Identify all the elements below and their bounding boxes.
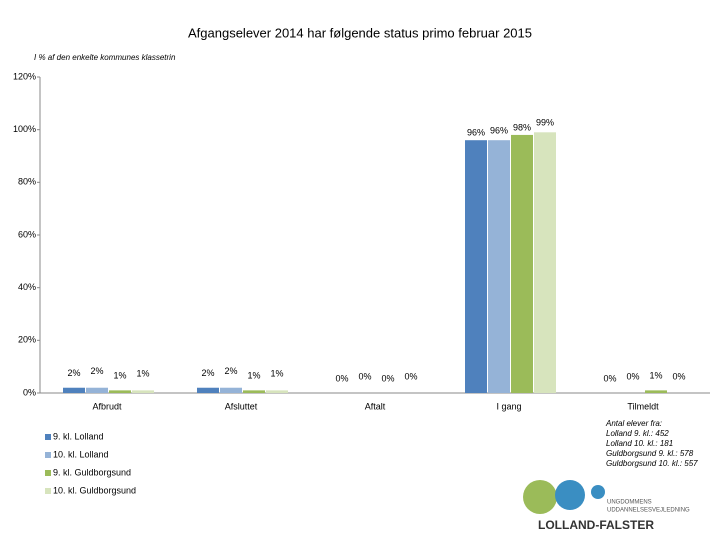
legend-swatch — [45, 470, 51, 476]
bar — [465, 140, 487, 393]
value-label: 1% — [247, 371, 260, 381]
value-label: 1% — [136, 369, 149, 379]
bar — [220, 387, 242, 393]
y-tick-label: 20% — [18, 335, 36, 345]
legend-swatch — [45, 452, 51, 458]
x-tick-label: Tilmeldt — [627, 401, 659, 411]
logo: UNGDOMMENS UDDANNELSESVEJLEDNING LOLLAND… — [523, 480, 690, 532]
bar — [511, 134, 533, 393]
logo-text: UDDANNELSESVEJLEDNING — [607, 508, 690, 514]
value-label: 96% — [467, 128, 485, 138]
logo-text: UNGDOMMENS — [607, 500, 652, 506]
value-label: 1% — [649, 371, 662, 381]
legend-label: 10. kl. Lolland — [53, 449, 109, 459]
chart-title: Afgangselever 2014 har følgende status p… — [188, 25, 532, 40]
value-label: 2% — [67, 368, 80, 378]
bar — [197, 387, 219, 393]
y-tick-label: 0% — [23, 387, 36, 397]
logo-circle — [591, 485, 605, 499]
legend-swatch — [45, 488, 51, 494]
annotation: Lolland 9. kl.: 452 — [606, 429, 669, 438]
value-label: 2% — [201, 368, 214, 378]
annotation: Antal elever fra: — [605, 419, 662, 428]
y-tick-label: 40% — [18, 282, 36, 292]
value-label: 99% — [536, 118, 554, 128]
value-label: 96% — [490, 126, 508, 136]
y-tick-label: 60% — [18, 229, 36, 239]
bar — [86, 387, 108, 393]
annotation: Guldborgsund 10. kl.: 557 — [606, 459, 698, 468]
value-label: 1% — [270, 369, 283, 379]
chart-subtitle: I % af den enkelte kommunes klassetrin — [34, 53, 176, 62]
logo-circle — [523, 480, 557, 514]
value-label: 0% — [358, 371, 371, 381]
bar — [534, 132, 556, 394]
value-label: 0% — [404, 371, 417, 381]
value-label: 1% — [113, 371, 126, 381]
value-label: 0% — [626, 371, 639, 381]
bar — [645, 390, 667, 393]
bar — [488, 140, 510, 393]
logo-name: LOLLAND-FALSTER — [538, 518, 654, 532]
y-tick-label: 100% — [13, 124, 36, 134]
y-tick-label: 120% — [13, 71, 36, 81]
y-tick-label: 80% — [18, 177, 36, 187]
legend-label: 9. kl. Guldborgsund — [53, 467, 131, 477]
value-label: 0% — [335, 373, 348, 383]
annotation: Guldborgsund 9. kl.: 578 — [606, 449, 694, 458]
bar — [243, 390, 265, 393]
bar — [109, 390, 131, 393]
x-tick-label: Afsluttet — [225, 401, 258, 411]
legend-swatch — [45, 434, 51, 440]
x-tick-label: Aftalt — [365, 401, 386, 411]
legend-label: 10. kl. Guldborgsund — [53, 485, 136, 495]
x-tick-label: Afbrudt — [92, 401, 122, 411]
bar — [132, 390, 154, 393]
value-label: 2% — [90, 366, 103, 376]
value-label: 2% — [224, 366, 237, 376]
bar — [266, 390, 288, 393]
annotation: Lolland 10. kl.: 181 — [606, 439, 673, 448]
value-label: 0% — [603, 373, 616, 383]
bar — [63, 387, 85, 393]
value-label: 0% — [672, 371, 685, 381]
logo-circle — [555, 480, 585, 510]
value-label: 0% — [381, 373, 394, 383]
x-tick-label: I gang — [496, 401, 521, 411]
value-label: 98% — [513, 122, 531, 132]
legend-label: 9. kl. Lolland — [53, 431, 104, 441]
